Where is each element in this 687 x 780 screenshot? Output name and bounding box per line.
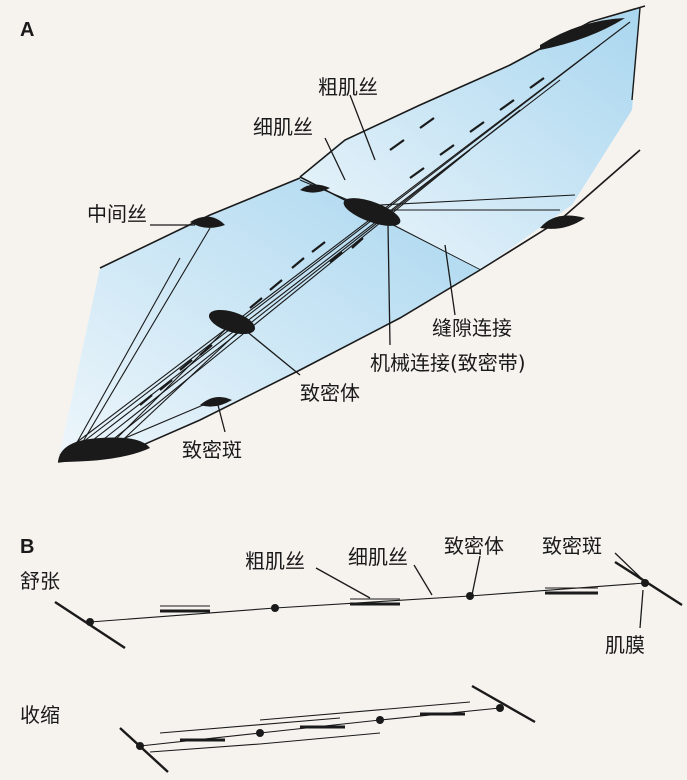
label-thin-filament-a: 细肌丝	[253, 115, 313, 139]
label-contracted: 收缩	[20, 703, 60, 727]
contracted-dense-body-2	[376, 716, 384, 724]
contracted-dense-patch-left	[136, 742, 144, 750]
relaxed-dense-patch-right	[641, 579, 649, 587]
panel-a-letter: A	[20, 19, 34, 41]
label-dense-body-a: 致密体	[300, 381, 360, 405]
mechanical-junction-dense-band	[343, 198, 401, 226]
dense-patch-large	[58, 437, 150, 462]
relaxed-dense-patch-left	[86, 618, 94, 626]
label-thin-filament-b: 细肌丝	[348, 545, 408, 569]
contracted-dense-patch-right	[496, 704, 504, 712]
dense-patch-top-right	[540, 18, 625, 50]
relaxed-schematic	[54, 560, 683, 650]
label-thick-filament-b: 粗肌丝	[245, 549, 305, 573]
panel-a-leaders	[150, 94, 456, 433]
panel-b-letter: B	[20, 536, 34, 558]
relaxed-dense-body-1	[271, 604, 279, 612]
label-sarcolemma: 肌膜	[605, 633, 645, 657]
dense-body-center	[208, 309, 256, 335]
dense-patch-lower	[200, 396, 232, 407]
label-dense-patch-a: 致密斑	[182, 438, 242, 462]
contracted-dense-body-1	[256, 729, 264, 737]
label-relaxed: 舒张	[20, 569, 60, 593]
contracted-schematic	[119, 684, 536, 773]
label-dense-patch-b: 致密斑	[542, 534, 602, 558]
dense-patch-right-edge	[540, 215, 585, 229]
label-dense-body-b: 致密体	[444, 534, 504, 558]
panel-a-dense-structures	[58, 18, 625, 462]
label-thick-filament-a: 粗肌丝	[318, 75, 378, 99]
panel-a-thick-dashes	[139, 77, 545, 406]
label-intermediate-filament: 中间丝	[87, 202, 147, 226]
label-mechanical-junction: 机械连接(致密带)	[370, 351, 526, 375]
label-gap-junction: 缝隙连接	[432, 316, 512, 340]
dense-patch-junction	[300, 184, 330, 193]
panel-b-leaders	[315, 552, 644, 629]
dense-patch-upper-left	[190, 216, 225, 228]
